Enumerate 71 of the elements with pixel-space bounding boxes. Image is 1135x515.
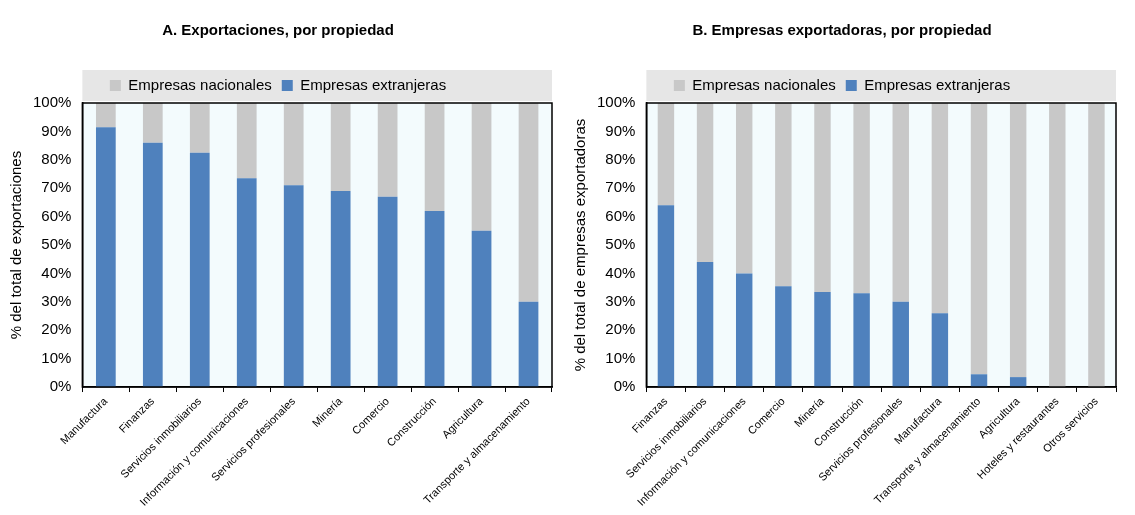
bar	[931, 103, 949, 314]
bar	[970, 103, 988, 375]
y-tick-label: 10%	[41, 348, 72, 366]
y-tick-label: 60%	[605, 206, 636, 224]
bar	[236, 103, 257, 179]
bar	[189, 103, 210, 153]
y-tick-label: 20%	[41, 320, 72, 338]
bar	[657, 205, 675, 388]
y-tick-label: 10%	[605, 348, 636, 366]
y-tick-label: 40%	[605, 263, 636, 281]
bar	[657, 103, 675, 206]
y-axis-title: % del total de empresas exportadoras	[571, 118, 589, 372]
bar	[236, 178, 257, 388]
bar	[471, 230, 492, 388]
chart-title: A. Exportaciones, por propiedad	[162, 21, 394, 39]
y-tick-label: 90%	[41, 121, 72, 139]
bar	[142, 142, 163, 388]
bar	[1088, 103, 1105, 388]
bar	[142, 103, 163, 143]
y-tick-label: 20%	[605, 320, 636, 338]
y-tick-label: 70%	[41, 178, 72, 196]
bar	[696, 262, 714, 388]
bar	[892, 301, 909, 388]
bar	[853, 293, 870, 388]
bar	[1009, 103, 1027, 378]
y-tick-label: 50%	[41, 235, 72, 253]
bar	[330, 191, 351, 388]
bar	[424, 210, 445, 388]
bar	[377, 103, 398, 197]
bar	[892, 103, 909, 302]
bar	[970, 374, 988, 388]
bar	[518, 301, 539, 388]
bar	[735, 103, 753, 274]
legend-label: Empresas nacionales	[692, 75, 836, 93]
bar	[696, 103, 714, 263]
legend-label: Empresas extranjeras	[864, 75, 1011, 93]
y-tick-label: 80%	[41, 149, 72, 167]
bar	[283, 185, 304, 388]
y-tick-label: 50%	[605, 235, 636, 253]
legend-label: Empresas nacionales	[128, 75, 272, 93]
bar	[775, 286, 792, 388]
bar	[330, 103, 351, 192]
bar	[814, 103, 831, 292]
legend-label: Empresas extranjeras	[300, 75, 447, 93]
bar	[189, 152, 210, 388]
bar	[283, 103, 304, 186]
bar	[931, 313, 949, 388]
bar	[814, 291, 831, 388]
bar	[853, 103, 870, 294]
y-tick-label: 90%	[605, 121, 636, 139]
y-tick-label: 0%	[613, 377, 636, 395]
y-tick-label: 30%	[41, 291, 72, 309]
y-tick-label: 70%	[605, 178, 636, 196]
bar	[95, 103, 116, 128]
y-tick-label: 80%	[605, 149, 636, 167]
y-tick-label: 100%	[32, 93, 72, 111]
y-tick-label: 100%	[596, 93, 636, 111]
y-axis-title: % del total de exportaciones	[7, 150, 25, 340]
bar	[775, 103, 792, 287]
bar	[95, 127, 116, 388]
y-tick-label: 40%	[41, 263, 72, 281]
chart-title: B. Empresas exportadoras, por propiedad	[692, 21, 992, 39]
bar	[471, 103, 492, 231]
y-tick-label: 0%	[49, 377, 72, 395]
y-tick-label: 30%	[605, 291, 636, 309]
bar	[1049, 103, 1066, 388]
bar	[424, 103, 445, 211]
y-tick-label: 60%	[41, 206, 72, 224]
bar	[377, 196, 398, 388]
bar	[518, 103, 539, 302]
bar	[735, 273, 753, 388]
